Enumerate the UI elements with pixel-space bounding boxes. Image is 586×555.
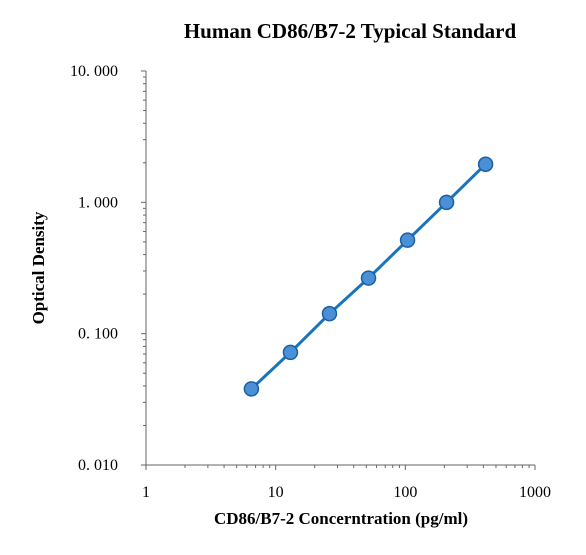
data-point	[360, 270, 377, 286]
data-point	[438, 194, 455, 211]
x-axis-label: CD86/B7-2 Concerntration (pg/ml)	[214, 509, 468, 528]
y-axis-label: Optical Density	[29, 211, 48, 324]
data-point	[321, 305, 338, 322]
x-tick-label: 100	[393, 484, 417, 501]
data-point	[399, 232, 416, 248]
x-tick-label: 10	[268, 484, 284, 501]
y-tick-label: 0. 100	[78, 326, 118, 343]
data-points	[243, 156, 494, 397]
y-tick-label: 0. 010	[78, 457, 118, 474]
data-point	[477, 156, 494, 172]
y-tick-label: 10. 000	[70, 63, 118, 80]
y-tick-label: 1. 000	[78, 194, 118, 211]
data-point	[243, 381, 260, 397]
data-point	[282, 344, 299, 361]
x-tick-label: 1000	[519, 484, 551, 501]
chart-title: Human CD86/B7-2 Typical Standard	[184, 19, 517, 43]
x-tick-label: 1	[142, 484, 150, 501]
axes: 0. 010 0. 100 1. 000 10. 000 1 10 100 1000	[70, 63, 551, 501]
